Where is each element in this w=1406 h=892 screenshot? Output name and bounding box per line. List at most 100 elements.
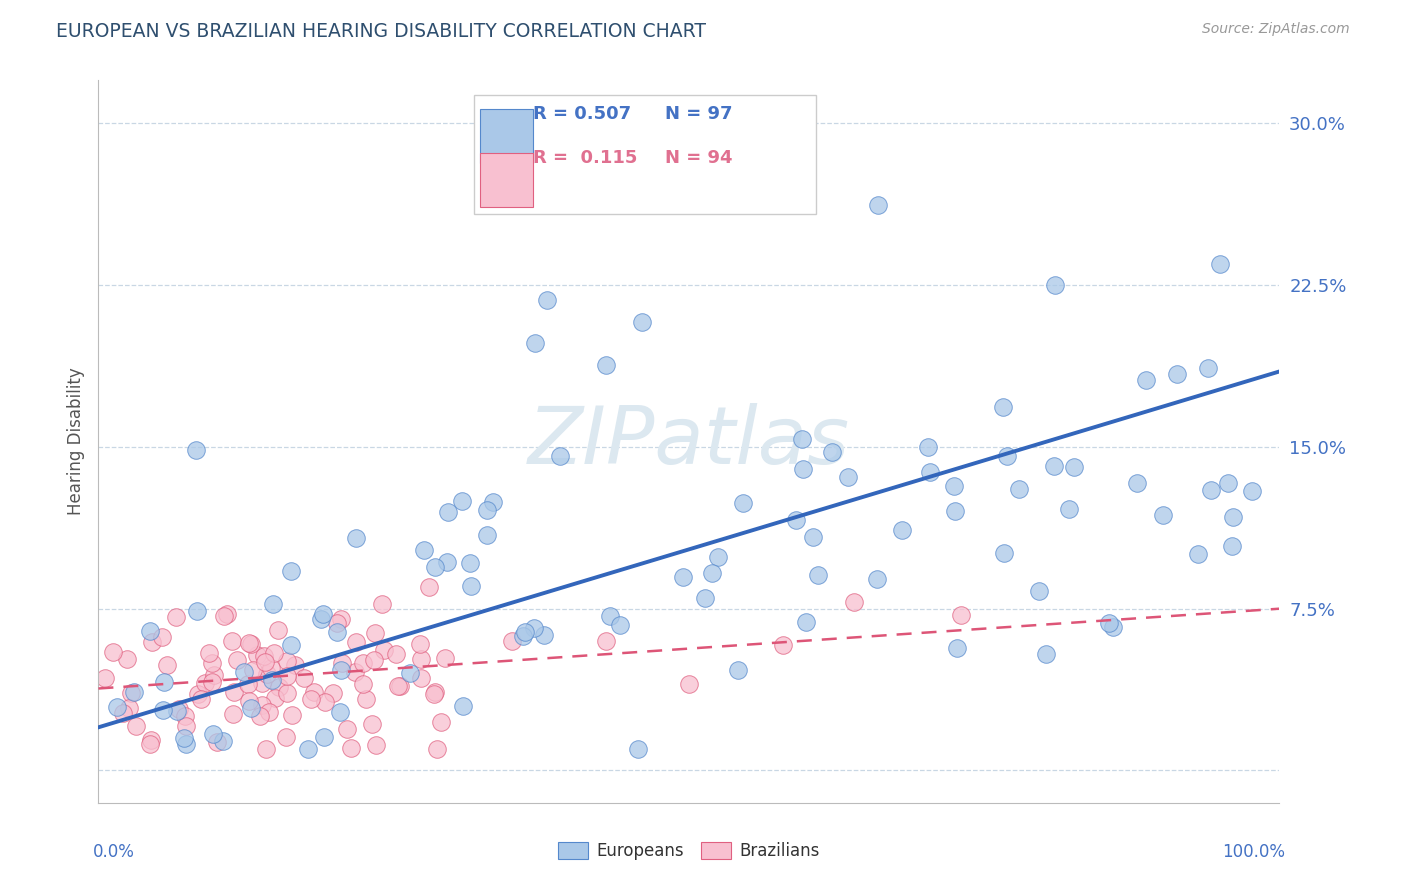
- Point: [501, 634, 523, 648]
- Point: [943, 479, 966, 493]
- Point: [803, 529, 825, 543]
- Point: [302, 684, 325, 698]
- Point: [329, 705, 352, 719]
- Point: [548, 449, 571, 463]
- Point: [221, 633, 243, 648]
- Point: [260, 661, 283, 675]
- Point: [352, 656, 374, 670]
- Point: [672, 570, 695, 584]
- Point: [1241, 483, 1264, 498]
- Point: [437, 505, 460, 519]
- Point: [426, 742, 449, 756]
- Point: [280, 564, 302, 578]
- Point: [1199, 483, 1222, 497]
- Point: [165, 610, 187, 624]
- Point: [276, 669, 298, 683]
- Point: [249, 709, 271, 723]
- Point: [820, 444, 842, 458]
- Point: [1209, 257, 1232, 271]
- Point: [451, 698, 474, 713]
- Point: [217, 607, 239, 622]
- Point: [322, 686, 344, 700]
- Point: [458, 556, 481, 570]
- Point: [330, 611, 353, 625]
- Point: [276, 730, 298, 744]
- Point: [101, 645, 124, 659]
- Point: [314, 730, 336, 744]
- Point: [411, 671, 433, 685]
- Point: [1028, 584, 1050, 599]
- Point: [156, 657, 179, 672]
- Point: [184, 443, 207, 458]
- Point: [991, 400, 1014, 414]
- Point: [238, 636, 260, 650]
- Point: [330, 664, 353, 678]
- Point: [94, 671, 117, 685]
- Point: [257, 705, 280, 719]
- Point: [1043, 278, 1066, 293]
- Point: [139, 737, 162, 751]
- Point: [153, 675, 176, 690]
- Point: [785, 513, 807, 527]
- Point: [125, 719, 148, 733]
- Point: [482, 495, 505, 509]
- Point: [297, 742, 319, 756]
- Point: [425, 559, 447, 574]
- Point: [451, 494, 474, 508]
- Point: [267, 681, 290, 695]
- Legend: Europeans, Brazilians: Europeans, Brazilians: [551, 835, 827, 867]
- Point: [513, 625, 536, 640]
- Point: [141, 635, 163, 649]
- Point: [475, 527, 498, 541]
- Point: [212, 734, 235, 748]
- Point: [150, 631, 173, 645]
- Point: [373, 643, 395, 657]
- Point: [1098, 615, 1121, 630]
- Point: [772, 638, 794, 652]
- Point: [599, 609, 621, 624]
- Point: [292, 671, 315, 685]
- Point: [385, 647, 408, 661]
- Point: [943, 504, 966, 518]
- Point: [429, 714, 451, 729]
- Point: [1126, 475, 1149, 490]
- Point: [253, 648, 276, 663]
- Point: [523, 621, 546, 635]
- Point: [1101, 620, 1123, 634]
- Point: [222, 685, 245, 699]
- Point: [309, 613, 332, 627]
- Point: [202, 668, 225, 682]
- Point: [794, 615, 817, 629]
- Point: [139, 733, 162, 747]
- Text: 100.0%: 100.0%: [1222, 843, 1285, 861]
- Point: [695, 591, 717, 605]
- Point: [918, 465, 941, 479]
- Point: [174, 719, 197, 733]
- Point: [173, 709, 195, 723]
- Point: [792, 462, 814, 476]
- Text: N = 97: N = 97: [665, 105, 733, 123]
- Point: [105, 699, 128, 714]
- Point: [364, 626, 387, 640]
- Point: [1135, 373, 1157, 387]
- Point: [371, 597, 394, 611]
- Point: [233, 665, 256, 679]
- Point: [194, 676, 217, 690]
- Point: [344, 635, 367, 649]
- Point: [117, 652, 139, 666]
- Point: [361, 717, 384, 731]
- Point: [311, 607, 333, 622]
- Point: [891, 524, 914, 538]
- Point: [344, 531, 367, 545]
- Point: [702, 566, 724, 580]
- Point: [460, 579, 482, 593]
- Point: [198, 646, 221, 660]
- Point: [418, 580, 440, 594]
- Point: [409, 652, 432, 666]
- Point: [425, 685, 447, 699]
- Text: 0.0%: 0.0%: [93, 843, 135, 861]
- Point: [238, 677, 260, 691]
- Point: [118, 701, 141, 715]
- Point: [1222, 539, 1244, 553]
- Point: [1152, 508, 1174, 522]
